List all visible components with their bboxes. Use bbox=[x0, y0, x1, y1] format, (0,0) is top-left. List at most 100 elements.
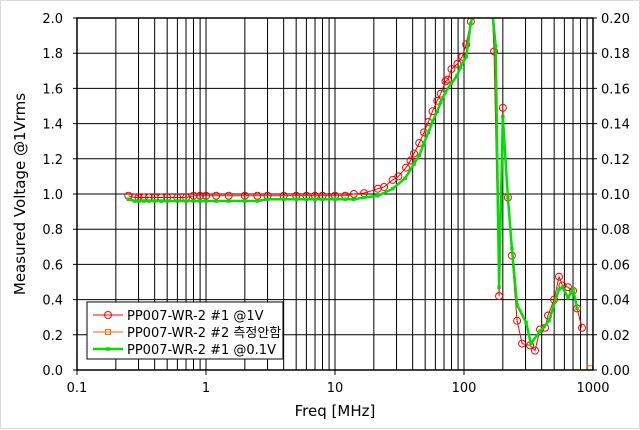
data-point bbox=[410, 149, 419, 158]
data-point bbox=[435, 109, 439, 114]
data-point bbox=[226, 199, 231, 203]
y2-tick-label: 0.12 bbox=[601, 153, 630, 168]
x-tick-label: 10 bbox=[327, 381, 344, 396]
series-line bbox=[128, 18, 583, 352]
data-point bbox=[255, 199, 260, 203]
data-point bbox=[498, 103, 507, 112]
y-tick-label: 1.8 bbox=[42, 47, 63, 62]
data-point bbox=[513, 316, 522, 325]
series-line bbox=[127, 18, 579, 347]
y-axis-label: Measured Voltage @1Vrms bbox=[11, 93, 29, 295]
data-point bbox=[547, 318, 551, 323]
y2-tick-label: 0.04 bbox=[601, 294, 630, 309]
data-point bbox=[159, 199, 164, 203]
data-point bbox=[473, 8, 476, 11]
data-point bbox=[212, 191, 221, 200]
data-point bbox=[497, 285, 501, 290]
data-point bbox=[214, 199, 218, 203]
data-point bbox=[388, 175, 397, 184]
data-point bbox=[443, 75, 452, 84]
data-point bbox=[441, 77, 450, 86]
y-tick-label: 0.4 bbox=[42, 294, 63, 309]
y2-tick-label: 0.00 bbox=[601, 364, 630, 379]
data-point bbox=[304, 197, 309, 202]
data-point bbox=[495, 292, 504, 301]
data-point bbox=[406, 156, 415, 165]
data-point bbox=[265, 197, 270, 202]
data-point bbox=[506, 195, 510, 200]
data-point bbox=[390, 186, 395, 191]
data-point bbox=[471, 6, 478, 13]
data-point bbox=[333, 197, 337, 202]
y2-tick-label: 0.14 bbox=[601, 118, 630, 133]
legend-marker bbox=[104, 311, 112, 319]
data-point bbox=[510, 246, 514, 251]
y2-tick-label: 0.10 bbox=[601, 188, 630, 203]
data-point bbox=[343, 197, 347, 202]
data-point bbox=[394, 172, 403, 181]
data-point bbox=[240, 191, 249, 200]
y2-tick-label: 0.20 bbox=[601, 12, 630, 27]
data-point bbox=[412, 162, 416, 166]
data-point bbox=[538, 329, 542, 334]
series-2 bbox=[126, 8, 579, 347]
data-point bbox=[165, 199, 169, 203]
data-point bbox=[453, 59, 462, 68]
data-point bbox=[560, 285, 565, 290]
data-point bbox=[530, 346, 539, 355]
data-point bbox=[489, 6, 496, 13]
series-layer bbox=[124, 6, 593, 370]
data-point bbox=[524, 320, 528, 325]
data-point bbox=[224, 191, 233, 200]
data-point bbox=[443, 90, 448, 94]
data-point bbox=[376, 194, 380, 198]
y-tick-label: 1.4 bbox=[42, 118, 63, 133]
data-point bbox=[449, 81, 454, 85]
legend-label: PP007-WR-2 #2 측정안함 bbox=[127, 326, 281, 341]
data-point bbox=[575, 306, 579, 311]
y-tick-label: 0.2 bbox=[42, 329, 63, 344]
data-point bbox=[352, 197, 356, 202]
data-point bbox=[490, 47, 499, 56]
data-point bbox=[126, 197, 131, 202]
data-point bbox=[243, 199, 247, 203]
data-point bbox=[362, 195, 366, 200]
data-point bbox=[136, 199, 141, 203]
data-point bbox=[501, 114, 505, 119]
data-point bbox=[566, 296, 570, 300]
data-point bbox=[380, 182, 389, 191]
data-point bbox=[491, 8, 494, 11]
y-tick-label: 1.2 bbox=[42, 153, 63, 168]
data-point bbox=[469, 21, 473, 26]
data-point bbox=[191, 199, 196, 203]
legend-marker bbox=[105, 329, 111, 335]
legend-label: PP007-WR-2 #1 @1V bbox=[127, 309, 264, 324]
data-point bbox=[422, 141, 426, 145]
y2-tick-label: 0.06 bbox=[601, 258, 630, 273]
y-tick-label: 2.0 bbox=[42, 12, 63, 27]
data-point bbox=[518, 339, 527, 348]
data-point bbox=[464, 54, 468, 59]
data-point bbox=[196, 191, 205, 200]
x-tick-label: 1 bbox=[202, 381, 210, 396]
data-point bbox=[578, 323, 587, 332]
data-point bbox=[152, 199, 157, 203]
data-point bbox=[426, 130, 431, 135]
data-point bbox=[557, 287, 561, 291]
y-tick-label: 0.0 bbox=[42, 364, 63, 379]
data-point bbox=[417, 153, 422, 158]
data-point bbox=[313, 197, 317, 202]
data-point bbox=[447, 65, 456, 74]
data-point bbox=[175, 199, 180, 203]
data-point bbox=[281, 197, 286, 202]
data-point bbox=[147, 199, 151, 203]
data-point bbox=[132, 199, 137, 203]
data-point bbox=[202, 191, 210, 200]
y-tick-label: 0.8 bbox=[42, 223, 63, 238]
y-tick-label: 1.6 bbox=[42, 82, 63, 97]
data-point bbox=[493, 44, 498, 48]
x-tick-label: 1000 bbox=[576, 381, 609, 396]
data-point bbox=[198, 199, 202, 203]
data-point bbox=[204, 199, 208, 203]
data-point bbox=[403, 176, 407, 180]
